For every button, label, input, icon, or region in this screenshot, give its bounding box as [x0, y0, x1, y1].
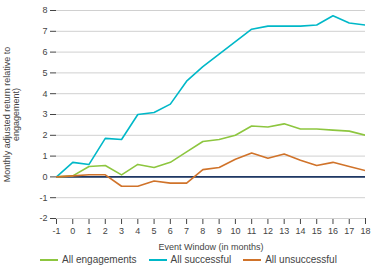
svg-text:10: 10 — [230, 226, 240, 236]
svg-text:15: 15 — [312, 226, 322, 236]
svg-text:1: 1 — [42, 151, 47, 161]
svg-text:6: 6 — [168, 226, 173, 236]
svg-text:3: 3 — [42, 109, 47, 119]
svg-text:9: 9 — [217, 226, 222, 236]
svg-text:11: 11 — [247, 226, 256, 236]
svg-text:5: 5 — [152, 226, 157, 236]
svg-text:16: 16 — [328, 226, 338, 236]
html-text:All successful: All successful — [170, 254, 232, 265]
svg-text:0: 0 — [42, 172, 47, 182]
svg-text:12: 12 — [263, 226, 273, 236]
svg-text:-2: -2 — [39, 213, 47, 223]
svg-text:1: 1 — [87, 226, 92, 236]
svg-text:13: 13 — [279, 226, 289, 236]
svg-text:14: 14 — [295, 226, 305, 236]
svg-text:17: 17 — [344, 226, 354, 236]
html-text:All engagements: All engagements — [62, 254, 137, 265]
svg-text:-1: -1 — [52, 226, 60, 236]
svg-text:2: 2 — [42, 130, 47, 140]
svg-text:18: 18 — [360, 226, 370, 236]
svg-text:4: 4 — [42, 89, 47, 99]
svg-text:Event Window (in months): Event Window (in months) — [158, 242, 263, 252]
html-text:All unsuccessful: All unsuccessful — [265, 254, 337, 265]
svg-text:-1: -1 — [39, 193, 47, 203]
svg-text:0: 0 — [70, 226, 75, 236]
svg-text:8: 8 — [42, 5, 47, 15]
svg-text:5: 5 — [42, 68, 47, 78]
svg-text:2: 2 — [103, 226, 108, 236]
svg-text:6: 6 — [42, 47, 47, 57]
svg-text:8: 8 — [200, 226, 205, 236]
svg-text:4: 4 — [135, 226, 140, 236]
svg-text:7: 7 — [42, 26, 47, 36]
svg-text:Monthly adjusted return relati: Monthly adjusted return relative toengag… — [2, 47, 21, 183]
svg-text:7: 7 — [184, 226, 189, 236]
svg-text:3: 3 — [119, 226, 124, 236]
